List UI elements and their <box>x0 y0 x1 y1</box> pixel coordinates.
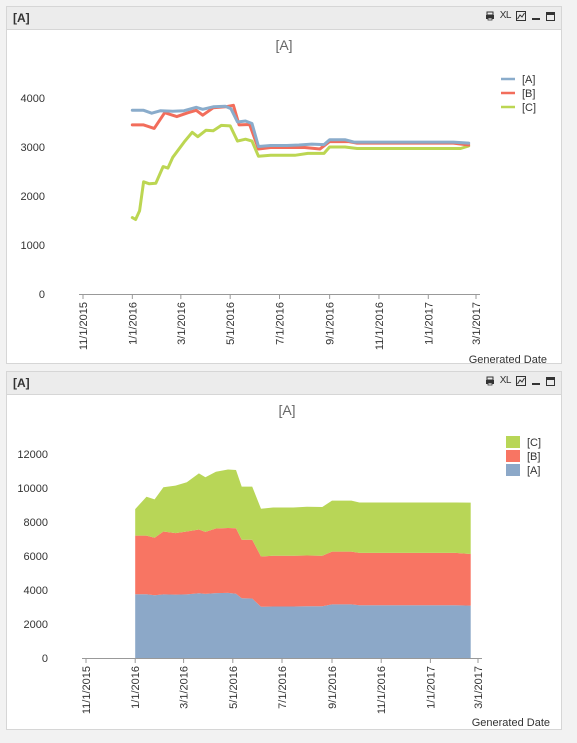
print-icon[interactable] <box>485 376 495 386</box>
x-tick-label: 1/1/2016 <box>130 666 142 709</box>
x-tick-label: 3/1/2016 <box>176 302 188 345</box>
y-tick-label: 0 <box>39 289 45 301</box>
stacked-area-chart-panel: [A] XL [A] 0 2000 4000 6000 8000 10000 12000 1… <box>6 371 562 730</box>
x-axis-label: Generated Date <box>469 354 547 364</box>
y-tick-label: 2000 <box>24 619 48 631</box>
print-icon[interactable] <box>485 11 495 21</box>
x-tick-label: 11/1/2015 <box>78 302 90 350</box>
x-tick-label: 1/1/2017 <box>425 666 437 709</box>
x-tick-label: 1/1/2017 <box>423 302 435 345</box>
panel-caption[interactable]: [A] XL <box>7 372 561 395</box>
export-excel-icon[interactable]: XL <box>499 10 512 21</box>
y-tick-label: 3000 <box>21 142 45 154</box>
series-area-c[interactable] <box>135 469 471 557</box>
minimize-icon[interactable] <box>531 11 541 21</box>
caption-icons: XL <box>485 376 555 386</box>
export-excel-icon[interactable]: XL <box>499 375 512 386</box>
chart-title: [A] <box>275 37 292 53</box>
x-tick-label: 9/1/2016 <box>327 666 339 709</box>
legend-label[interactable]: [B] <box>527 451 540 463</box>
x-tick-label: 3/1/2016 <box>179 666 191 709</box>
y-tick-label: 4000 <box>21 93 45 105</box>
legend-label[interactable]: [C] <box>527 437 541 449</box>
x-tick-label: 1/1/2016 <box>127 302 139 345</box>
panel-caption-title: [A] <box>13 11 30 25</box>
y-tick-label: 0 <box>42 653 48 665</box>
maximize-icon[interactable] <box>546 376 555 386</box>
y-tick-label: 8000 <box>24 517 48 529</box>
legend-swatch <box>506 450 520 462</box>
x-tick-label: 5/1/2016 <box>228 666 240 709</box>
series-line-c[interactable] <box>130 123 471 221</box>
line-chart-panel: [A] XL [A] 0 1000 2000 3000 4000 11/1/2015 1/… <box>6 6 562 364</box>
legend-label[interactable]: [A] <box>522 74 535 86</box>
x-tick-label: 3/1/2017 <box>471 302 483 345</box>
y-tick-label: 2000 <box>21 191 45 203</box>
line-chart: [A] 0 1000 2000 3000 4000 11/1/2015 1/1/2016 3… <box>21 37 547 364</box>
x-tick-label: 7/1/2016 <box>277 666 289 709</box>
stacked-area-chart: [A] 0 2000 4000 6000 8000 10000 12000 11/1/201… <box>17 402 550 729</box>
legend-swatch <box>506 464 520 476</box>
panel-caption[interactable]: [A] XL <box>7 7 561 30</box>
y-tick-label: 12000 <box>17 449 48 461</box>
legend-label[interactable]: [B] <box>522 88 535 100</box>
caption-icons: XL <box>485 11 555 21</box>
minimize-icon[interactable] <box>531 376 541 386</box>
x-tick-label: 3/1/2017 <box>473 666 485 709</box>
change-chart-icon[interactable] <box>516 376 526 386</box>
y-tick-label: 1000 <box>21 240 45 252</box>
series-area-b[interactable] <box>135 528 471 607</box>
x-axis-label: Generated Date <box>472 717 550 729</box>
x-tick-label: 11/1/2016 <box>376 666 388 714</box>
legend-label[interactable]: [C] <box>522 102 536 114</box>
x-tick-label: 11/1/2016 <box>374 302 386 350</box>
x-tick-label: 9/1/2016 <box>325 302 337 345</box>
change-chart-icon[interactable] <box>516 11 526 21</box>
series-area-a[interactable] <box>135 592 471 658</box>
y-tick-label: 10000 <box>17 483 48 495</box>
panel-caption-title: [A] <box>13 376 30 390</box>
x-tick-label: 5/1/2016 <box>225 302 237 345</box>
legend-label[interactable]: [A] <box>527 465 540 477</box>
chart-title: [A] <box>278 402 295 418</box>
series-line-a[interactable] <box>130 104 471 148</box>
legend-swatch <box>506 436 520 448</box>
y-tick-label: 6000 <box>24 551 48 563</box>
x-tick-label: 7/1/2016 <box>275 302 287 345</box>
maximize-icon[interactable] <box>546 11 555 21</box>
y-tick-label: 4000 <box>24 585 48 597</box>
x-tick-label: 11/1/2015 <box>81 666 93 714</box>
